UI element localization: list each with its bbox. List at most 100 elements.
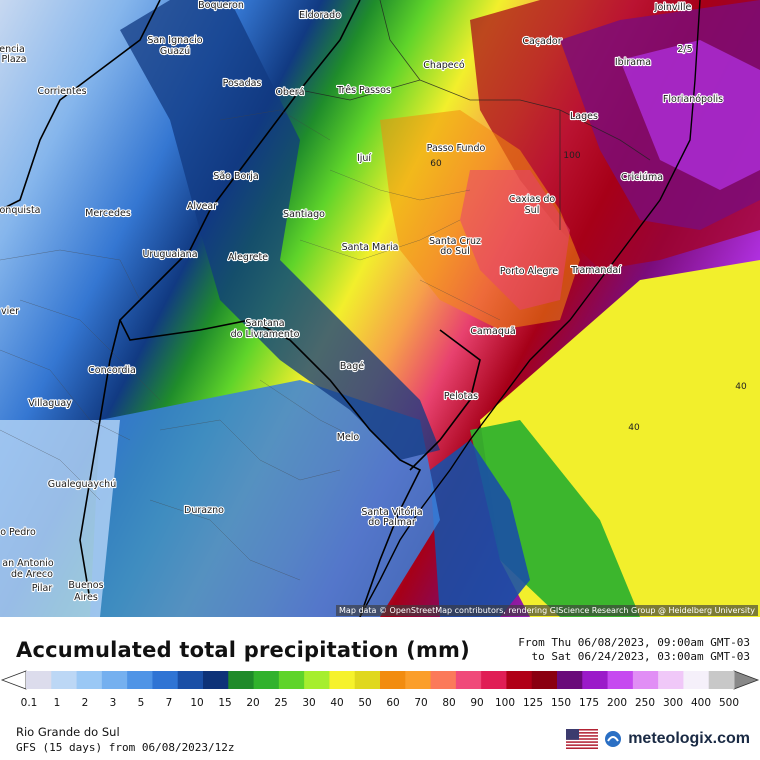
legend-swatch [304,671,330,689]
legend-label: 500 [719,697,739,709]
city-label: Santana [245,318,284,329]
state-borders [299,0,651,230]
legend-swatch [658,671,684,689]
city-label: Melo [337,432,360,443]
precipitation-map: Boqueron Eldorado Joinville San IgnacioGuaz… [0,0,760,617]
city-label: Alegrete [228,252,268,263]
legend-swatch [506,671,533,689]
legend-label: 30 [302,697,315,709]
city-label: Pelotas [444,391,478,402]
legend-label: 2 [82,697,89,709]
legend-swatch [253,671,280,689]
city-label: de Areco [11,569,53,580]
legend-swatch [127,671,153,689]
legend-swatch [278,671,305,689]
legend-swatch [76,671,103,689]
legend-label: 100 [495,697,515,709]
city-label: Florianópolis [663,94,723,105]
legend-label: 15 [218,697,231,709]
city-label: Mercedes [85,208,131,219]
legend-label: 10 [190,697,203,709]
legend-swatch [632,671,659,689]
city-label: Concordia [88,365,136,376]
city-label: o Pedro [0,527,36,538]
city-label: Ibirama [615,57,651,68]
contour-label: 100 [563,151,580,161]
legend-swatch [380,671,406,689]
brand-name[interactable]: meteologix.com [628,730,750,747]
legend-swatch [51,671,78,689]
legend-swatch [708,671,735,689]
legend-label: 125 [523,697,543,709]
legend-swatch [455,671,482,689]
legend-label: 70 [414,697,427,709]
city-label: Corrientes [37,86,86,97]
legend-swatch [203,671,229,689]
city-label: Gualeguaychú [48,479,116,490]
city-label: Caçador [522,36,561,47]
legend-swatch [101,671,128,689]
legend-label: 0.1 [21,697,38,709]
us-flag-icon[interactable] [566,729,599,749]
map-attribution[interactable]: Map data © OpenStreetMap contributors, r… [336,605,758,616]
city-label: Santa Cruz [429,236,481,247]
city-label: São Borja [213,171,258,182]
legend-label: 250 [635,697,655,709]
color-legend: 0.1 1 2 3 5 7 10 15 20 25 30 40 50 60 70 80 90 100 125 150 1… [0,670,760,709]
legend-swatch [430,671,457,689]
city-label: Três Passos [336,85,391,96]
precipitation-shading [0,0,760,617]
contour-label: 60 [430,159,442,169]
city-label: Villaguay [28,398,72,409]
city-label: Porto Alegre [500,266,558,277]
city-label: Oberá [275,87,304,98]
city-label: Chapecó [423,60,465,71]
city-label: vier [1,306,19,317]
city-label: Criciúma [621,172,663,183]
contour-label: 40 [735,382,747,392]
country-borders [0,0,481,617]
chart-title: Accumulated total precipitation (mm) [16,638,470,662]
legend-label: 60 [386,697,399,709]
city-label: Passo Fundo [427,143,486,154]
city-label: an Antonio [2,558,54,569]
legend-swatch [354,671,381,689]
city-label: do Livramento [231,329,300,340]
legend-swatch [557,671,583,689]
legend-label: 5 [138,697,145,709]
region-name: Rio Grande do Sul [16,725,120,739]
city-labels: Boqueron Eldorado Joinville San IgnacioGuaz… [0,0,724,604]
legend-swatch [582,671,609,689]
city-label: Eldorado [299,10,341,21]
legend-swatch [177,671,204,689]
city-label: Durazno [184,505,224,516]
legend-swatch [531,671,558,689]
city-label: onquista [0,205,41,216]
meteologix-logo-icon [605,731,622,747]
legend-swatch [607,671,634,689]
city-label: Alvear [187,201,217,212]
legend-swatch [26,671,52,689]
city-label: do Palmar [368,517,416,528]
legend-label: 7 [166,697,173,709]
city-label: Buenos [68,580,103,591]
legend-label: 175 [579,697,599,709]
time-period: From Thu 06/08/2023, 09:00am GMT-03 to S… [518,636,750,664]
city-label: Pilar [32,583,53,594]
legend-label: 1 [54,697,61,709]
city-label: Posadas [223,78,262,89]
brand[interactable]: meteologix.com [566,729,750,749]
legend-label: 20 [246,697,259,709]
legend-label: 25 [274,697,287,709]
admin-subdivisions [0,109,501,581]
city-label: Santiago [283,209,325,220]
legend-swatch [405,671,432,689]
legend-swatch [228,671,255,689]
model-info: GFS (15 days) from 06/08/2023/12z [16,741,235,754]
city-label: Ijuí [357,153,371,164]
period-from: From Thu 06/08/2023, 09:00am GMT-03 [518,636,750,649]
legend-label: 300 [663,697,683,709]
legend-label: 3 [110,697,117,709]
city-label: Lages [570,111,598,122]
legend-swatch [481,671,507,689]
